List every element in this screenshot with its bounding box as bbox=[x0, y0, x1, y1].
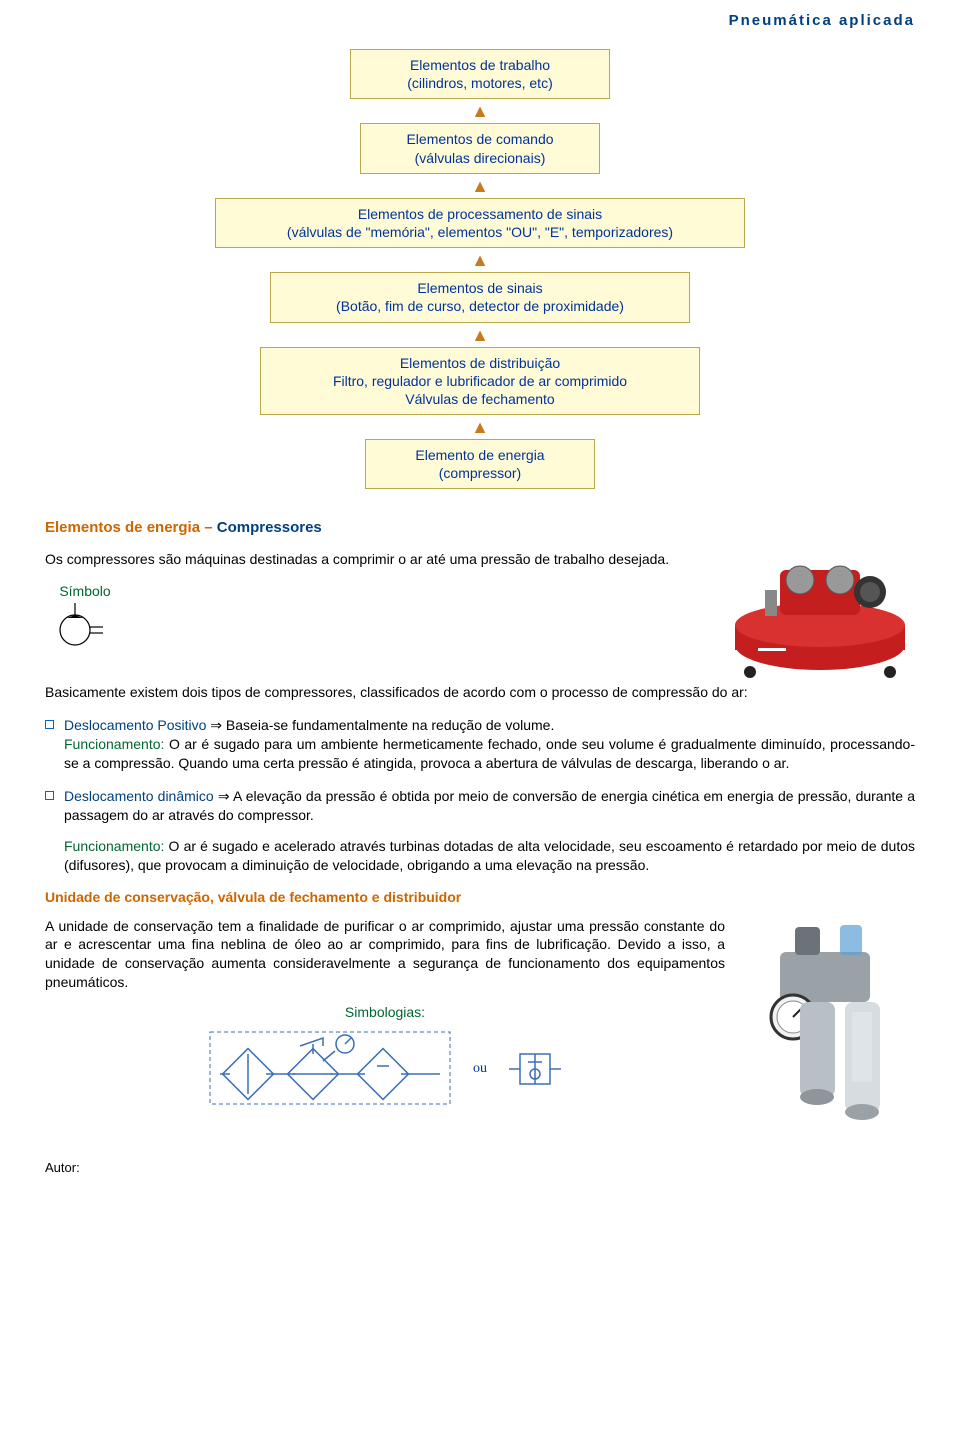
compressor-symbol-icon bbox=[45, 603, 115, 653]
flow-box-3: Elementos de processamento de sinais (vá… bbox=[215, 198, 745, 248]
intro-block: Os compressores são máquinas destinadas … bbox=[45, 550, 915, 683]
bullet1-rest: Baseia-se fundamentalmente na redução de… bbox=[226, 717, 554, 733]
simbologias-row: ou bbox=[45, 1026, 725, 1111]
bullet2-arrow: ⇒ bbox=[214, 788, 233, 804]
arrow-icon: ▲ bbox=[471, 251, 489, 269]
flow-box-5-l3: Válvulas de fechamento bbox=[405, 391, 554, 407]
flowchart: Elementos de trabalho (cilindros, motore… bbox=[45, 49, 915, 489]
bullet-body-2: Deslocamento dinâmico ⇒ A elevação da pr… bbox=[64, 787, 915, 875]
frl-symbol-detailed-icon bbox=[205, 1026, 455, 1111]
flow-box-2: Elementos de comando (válvulas direciona… bbox=[360, 123, 600, 173]
frl-unit-photo bbox=[745, 917, 915, 1130]
bullet2-func-text: O ar é sugado e acelerado através turbin… bbox=[64, 838, 915, 873]
conservation-block: A unidade de conservação tem a finalidad… bbox=[45, 917, 915, 1130]
bullet2-lead: Deslocamento dinâmico bbox=[64, 788, 214, 804]
flow-box-1-l2: (cilindros, motores, etc) bbox=[407, 75, 552, 91]
flow-box-5-l1: Elementos de distribuição bbox=[400, 355, 560, 371]
ou-text: ou bbox=[473, 1061, 487, 1077]
bullet1-lead: Deslocamento Positivo bbox=[64, 717, 206, 733]
flow-box-6-l2: (compressor) bbox=[439, 465, 521, 481]
bullet1-arrow: ⇒ bbox=[206, 717, 226, 733]
section1-title: Elementos de energia – Compressores bbox=[45, 519, 915, 536]
footer-author: Autor: bbox=[45, 1160, 915, 1175]
flow-box-2-l1: Elementos de comando bbox=[406, 131, 553, 147]
arrow-icon: ▲ bbox=[471, 177, 489, 195]
arrow-icon: ▲ bbox=[471, 418, 489, 436]
bullet-body-1: Deslocamento Positivo ⇒ Baseia-se fundam… bbox=[64, 716, 915, 773]
section1-para2: Basicamente existem dois tipos de compre… bbox=[45, 683, 915, 702]
flow-box-3-l2: (válvulas de "memória", elementos "OU", … bbox=[287, 224, 673, 240]
bullet-square-icon bbox=[45, 791, 54, 800]
flow-box-4-l1: Elementos de sinais bbox=[417, 280, 542, 296]
flow-box-1-l1: Elementos de trabalho bbox=[410, 57, 550, 73]
intro-para: Os compressores são máquinas destinadas … bbox=[45, 550, 705, 569]
flow-box-5: Elementos de distribuição Filtro, regula… bbox=[260, 347, 700, 416]
section2-title: Unidade de conservação, válvula de fecha… bbox=[45, 889, 915, 905]
bullet-list: Deslocamento Positivo ⇒ Baseia-se fundam… bbox=[45, 716, 915, 874]
frl-symbol-compact-icon bbox=[505, 1044, 565, 1094]
symbol-label: Símbolo bbox=[45, 583, 125, 599]
flow-box-6-l1: Elemento de energia bbox=[415, 447, 544, 463]
arrow-icon: ▲ bbox=[471, 102, 489, 120]
compressor-photo bbox=[725, 550, 915, 683]
section2-para: A unidade de conservação tem a finalidad… bbox=[45, 917, 725, 993]
flow-box-1: Elementos de trabalho (cilindros, motore… bbox=[350, 49, 610, 99]
flow-box-4-l2: (Botão, fim de curso, detector de proxim… bbox=[336, 298, 624, 314]
simbologias-label: Simbologias: bbox=[45, 1004, 725, 1020]
bullet-item-1: Deslocamento Positivo ⇒ Baseia-se fundam… bbox=[45, 716, 915, 773]
bullet-item-2: Deslocamento dinâmico ⇒ A elevação da pr… bbox=[45, 787, 915, 875]
bullet-square-icon bbox=[45, 720, 54, 729]
flow-box-2-l2: (válvulas direcionais) bbox=[415, 150, 546, 166]
flow-box-4: Elementos de sinais (Botão, fim de curso… bbox=[270, 272, 690, 322]
intro-text: Os compressores são máquinas destinadas … bbox=[45, 550, 705, 656]
flow-box-5-l2: Filtro, regulador e lubrificador de ar c… bbox=[333, 373, 627, 389]
bullet2-func-label: Funcionamento: bbox=[64, 838, 164, 854]
section1-title-a: Elementos de energia – bbox=[45, 519, 217, 536]
flow-box-3-l1: Elementos de processamento de sinais bbox=[358, 206, 602, 222]
bullet1-func-text: O ar é sugado para um ambiente hermetica… bbox=[64, 736, 915, 771]
page-header: Pneumática aplicada bbox=[45, 12, 915, 29]
flow-box-6: Elemento de energia (compressor) bbox=[365, 439, 595, 489]
bullet1-func-label: Funcionamento: bbox=[64, 736, 164, 752]
section1-title-b: Compressores bbox=[217, 519, 322, 536]
conservation-text: A unidade de conservação tem a finalidad… bbox=[45, 917, 725, 1112]
arrow-icon: ▲ bbox=[471, 326, 489, 344]
